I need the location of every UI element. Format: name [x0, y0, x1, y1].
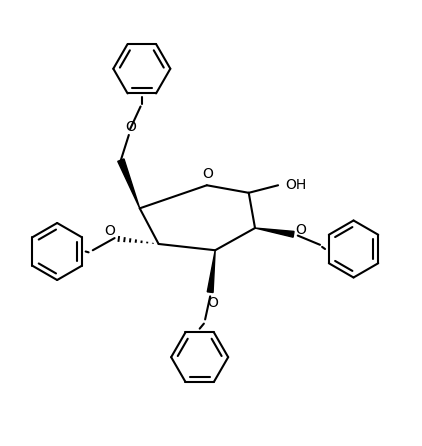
Text: O: O: [125, 120, 136, 134]
Text: O: O: [104, 224, 115, 238]
Polygon shape: [207, 250, 215, 293]
Text: O: O: [202, 166, 213, 181]
Polygon shape: [255, 228, 294, 237]
Text: OH: OH: [285, 178, 306, 192]
Polygon shape: [118, 159, 140, 208]
Text: O: O: [207, 296, 218, 310]
Text: O: O: [296, 223, 306, 237]
